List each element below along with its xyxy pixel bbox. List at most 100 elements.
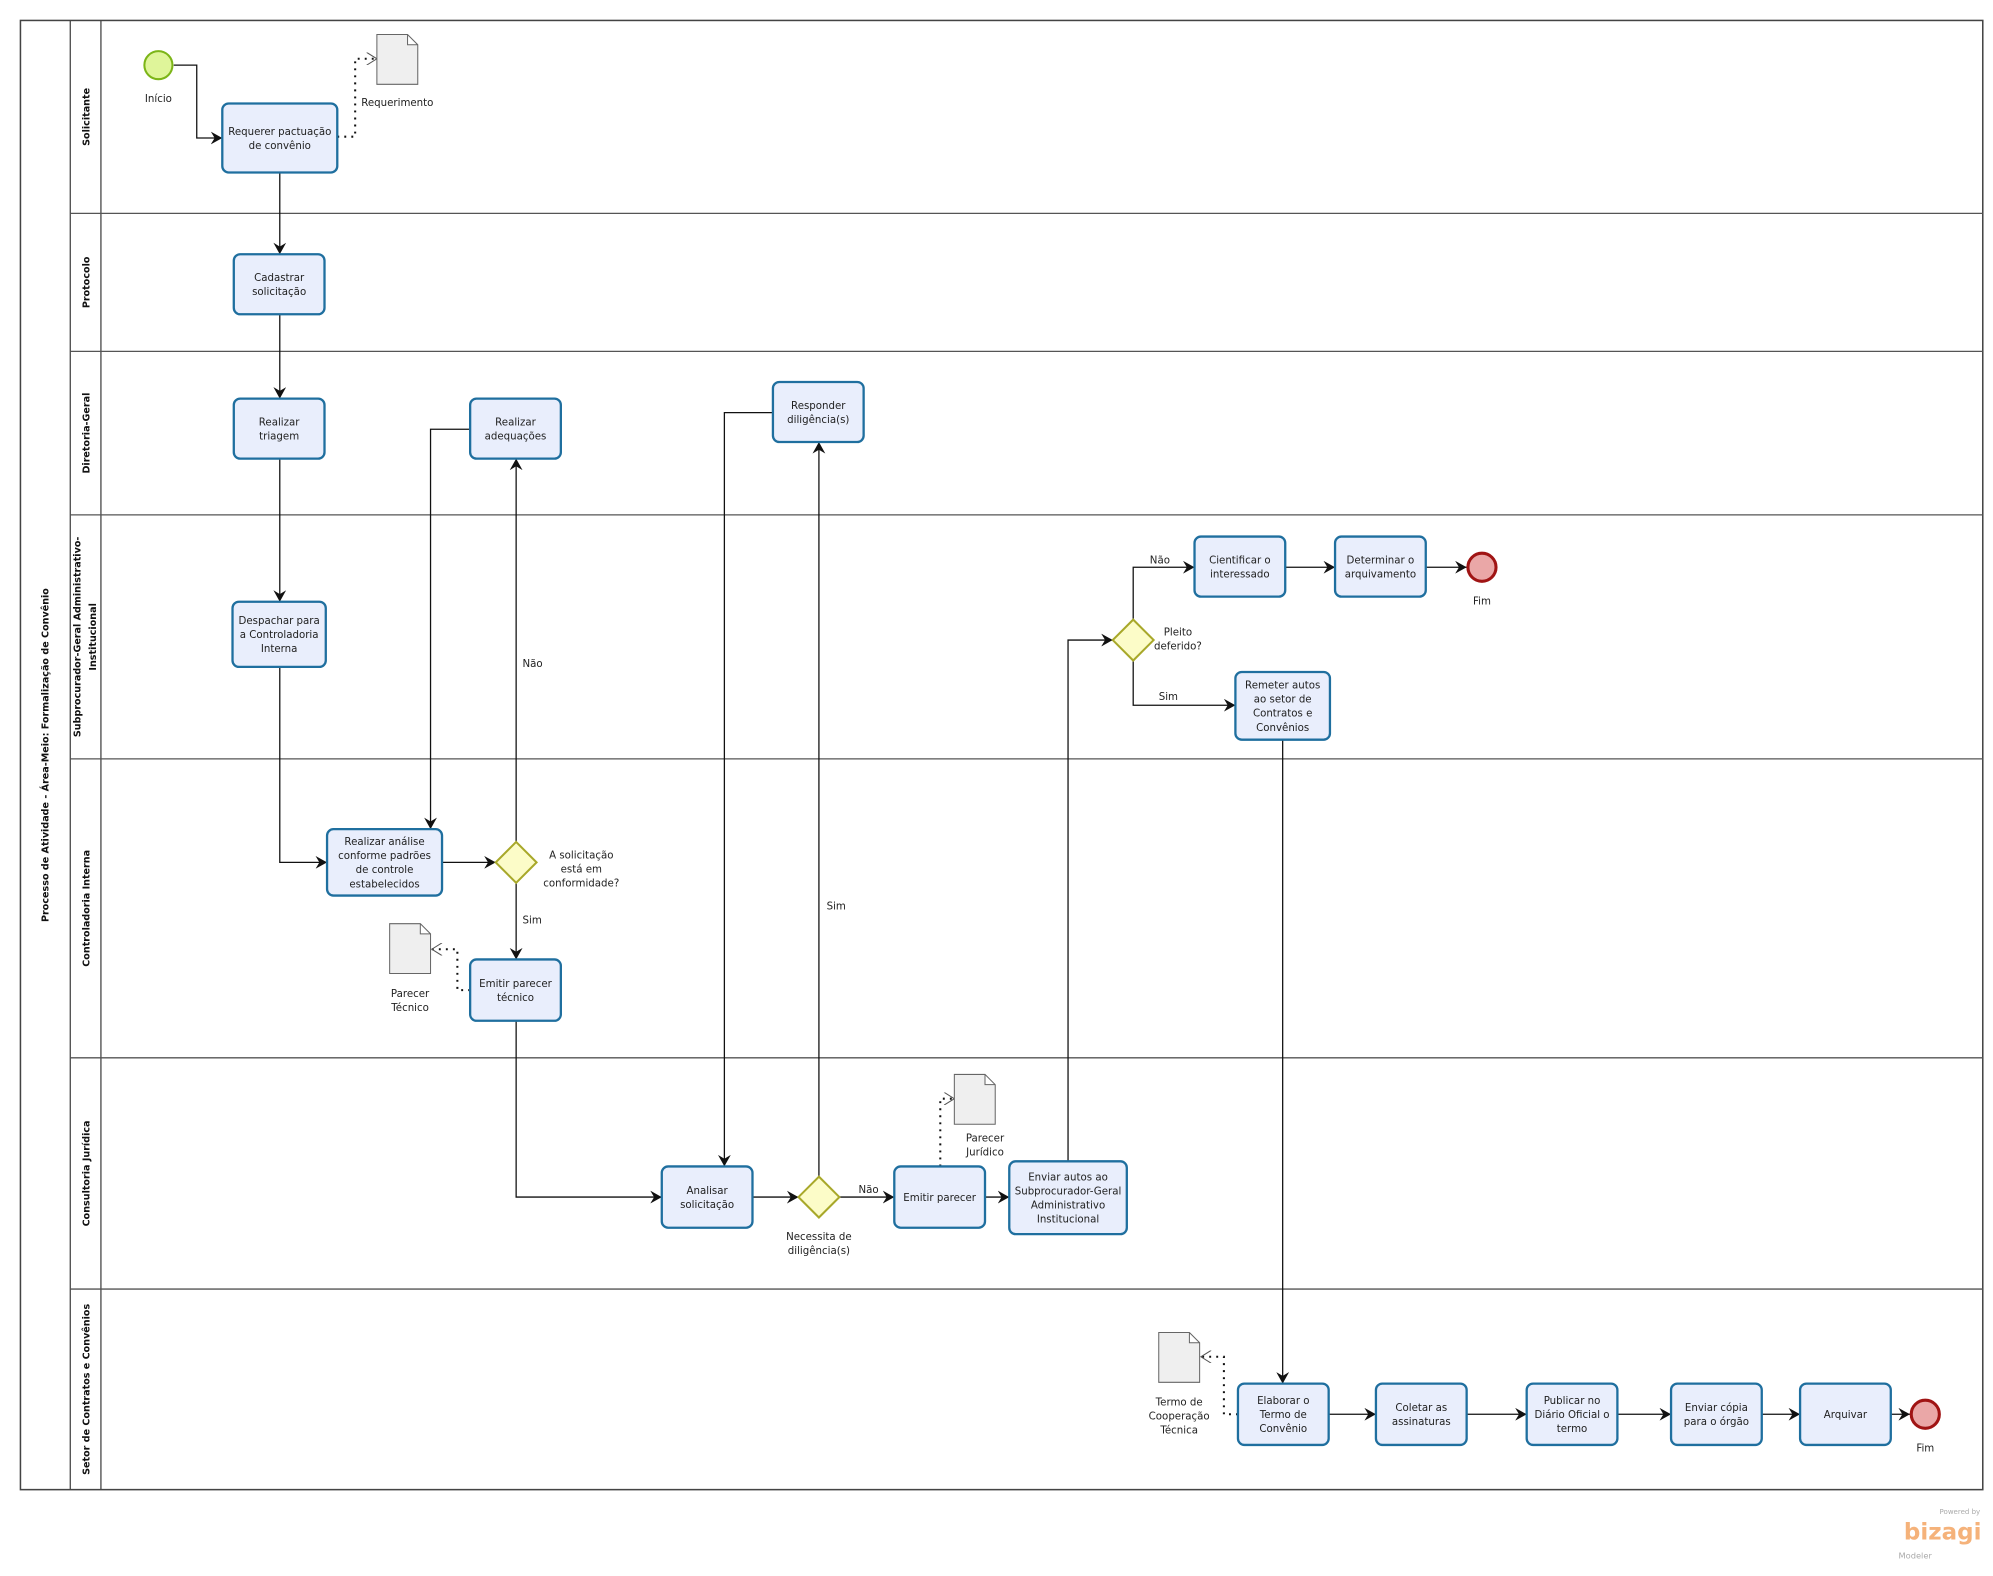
task[interactable]: Cadastrar solicitação <box>232 253 326 316</box>
task-box[interactable] <box>232 253 326 316</box>
task[interactable]: Responder diligência(s) <box>771 380 865 444</box>
flow-label: Sim <box>523 916 542 927</box>
sequence-flow[interactable] <box>1067 633 1113 1162</box>
exclusive-gateway[interactable]: A solicitação está em conformidade? <box>494 840 620 890</box>
task-label: Emitir parecer <box>903 1193 976 1204</box>
task-box[interactable] <box>232 397 326 460</box>
bizagi-logo: Powered by bizagi Modeler <box>1898 1507 1981 1561</box>
task-box[interactable] <box>468 397 563 460</box>
gateway-label: Pleito <box>1164 628 1192 639</box>
powered-by: Powered by <box>1940 1507 1981 1516</box>
pool-title: Processo de Atividade - Área-Meio: Forma… <box>40 588 52 922</box>
sequence-flow[interactable] <box>1132 560 1195 620</box>
event-label: Fim <box>1916 1443 1934 1454</box>
data-object[interactable]: Requerimento <box>361 33 433 109</box>
lane: Setor de Contratos e Convênios <box>70 1288 1983 1475</box>
flow-label: Não <box>859 1185 879 1196</box>
task-box[interactable] <box>325 827 444 897</box>
task-box[interactable] <box>660 1165 754 1229</box>
start-event[interactable]: Início <box>143 50 174 105</box>
task-box[interactable] <box>771 380 865 444</box>
task-box[interactable] <box>1008 1160 1128 1236</box>
association[interactable] <box>939 1099 954 1167</box>
task[interactable]: Requerer pactuação de convênio <box>221 102 339 174</box>
sequence-flow[interactable] <box>515 1020 662 1204</box>
task[interactable]: Analisar solicitação <box>660 1165 754 1229</box>
end-circle-icon[interactable] <box>1909 1398 1941 1430</box>
task-box[interactable] <box>1669 1382 1763 1447</box>
start-circle-icon[interactable] <box>143 50 174 81</box>
gateway-diamond-icon[interactable] <box>797 1175 841 1219</box>
task-box[interactable] <box>1374 1382 1468 1447</box>
task[interactable]: Realizar adequações <box>468 397 563 460</box>
flow-label: Não <box>523 659 543 670</box>
task[interactable]: Enviar cópia para o órgão <box>1669 1382 1763 1447</box>
task-label: interessado <box>1210 569 1270 580</box>
task-box[interactable] <box>1236 1382 1330 1447</box>
task[interactable]: Publicar no Diário Oficial o termo <box>1525 1382 1619 1447</box>
end-event[interactable]: Fim <box>1909 1398 1941 1454</box>
task[interactable]: Remeter autos ao setor de Contratos e Convê… <box>1234 670 1332 741</box>
task[interactable]: Cientificar o interessado <box>1193 535 1287 598</box>
task-label: Convênios <box>1256 722 1309 734</box>
end-circle-icon[interactable] <box>1466 551 1498 583</box>
sequence-flow[interactable] <box>1132 660 1236 712</box>
document-icon[interactable] <box>1158 1331 1201 1383</box>
gateway-diamond-icon[interactable] <box>494 840 539 885</box>
task-box[interactable] <box>1798 1382 1892 1447</box>
lane-title: Consultoria Jurídica <box>81 1121 92 1227</box>
lane: Protocolo <box>70 212 1983 308</box>
association[interactable] <box>337 59 377 138</box>
lane-title: Protocolo <box>81 256 92 308</box>
task-label: Requerer pactuação <box>228 127 331 138</box>
exclusive-gateway[interactable]: Pleito deferido? <box>1111 618 1202 662</box>
task[interactable]: Emitir parecer <box>893 1165 987 1229</box>
task-label: Arquivar <box>1824 1410 1868 1421</box>
task-box[interactable] <box>1193 535 1287 598</box>
lane-title: Solicitante <box>81 87 92 145</box>
data-object-label: Cooperação <box>1149 1411 1210 1422</box>
task-label: Institucional <box>1037 1215 1099 1226</box>
flow-nodes: Requerer pactuação de convênio Cadastrar so… <box>143 33 1941 1454</box>
document-icon[interactable] <box>376 33 419 85</box>
task[interactable]: Arquivar <box>1798 1382 1892 1447</box>
task-box[interactable] <box>231 600 327 669</box>
task-label: Interna <box>261 644 298 655</box>
lane-title: Institucional <box>88 603 99 670</box>
task[interactable]: Coletar as assinaturas <box>1374 1382 1468 1447</box>
task[interactable]: Elaborar o Termo de Convênio <box>1236 1382 1330 1447</box>
document-icon[interactable] <box>953 1073 996 1125</box>
task[interactable]: Realizar análise conforme padrões de contr… <box>325 827 444 897</box>
sequence-flow[interactable] <box>173 64 223 145</box>
data-object[interactable]: Termo de Cooperação Técnica <box>1149 1331 1210 1436</box>
sequence-flow[interactable] <box>279 666 328 869</box>
data-object[interactable]: Parecer Técnico <box>389 923 432 1015</box>
sequence-flow[interactable] <box>717 412 773 1167</box>
task[interactable]: Enviar autos ao Subprocurador-Geral Admini… <box>1008 1160 1128 1236</box>
task[interactable]: Determinar o arquivamento <box>1333 535 1427 598</box>
task-label: a Controladoria <box>240 630 319 641</box>
gateway-label: deferido? <box>1154 642 1202 653</box>
task-label: Cadastrar <box>254 273 305 284</box>
task-box[interactable] <box>1525 1382 1619 1447</box>
task[interactable]: Despachar para a Controladoria Interna <box>231 600 327 669</box>
task-box[interactable] <box>221 102 339 174</box>
exclusive-gateway[interactable]: Necessita de diligência(s) <box>786 1175 852 1257</box>
data-object[interactable]: Parecer Jurídico <box>953 1073 1005 1159</box>
end-event[interactable]: Fim <box>1466 551 1498 607</box>
event-label: Fim <box>1473 596 1491 607</box>
gateway-diamond-icon[interactable] <box>1111 618 1156 662</box>
task[interactable]: Realizar triagem <box>232 397 326 460</box>
document-icon[interactable] <box>389 923 432 975</box>
task-box[interactable] <box>1333 535 1427 598</box>
task[interactable]: Emitir parecer técnico <box>468 958 563 1022</box>
task-box[interactable] <box>893 1165 987 1229</box>
task-label: ao setor de <box>1254 695 1312 706</box>
task-box[interactable] <box>1234 670 1332 741</box>
pool-border <box>19 19 1984 1491</box>
sequence-flow[interactable] <box>424 428 471 830</box>
task-label: técnico <box>497 992 534 1004</box>
data-object-label: Parecer <box>966 1134 1005 1145</box>
task-box[interactable] <box>468 958 563 1022</box>
lane: Subprocurador-Geral Administrativo- Insti… <box>70 514 1983 737</box>
